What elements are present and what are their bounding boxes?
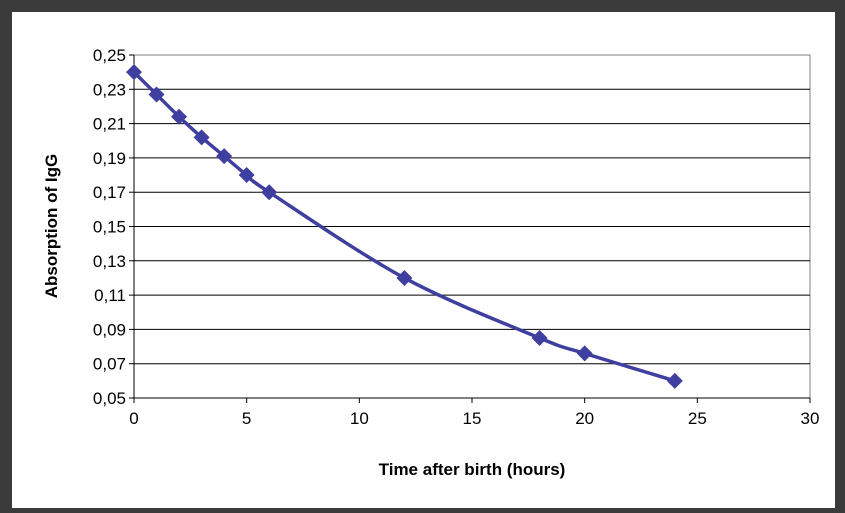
data-point-marker	[171, 108, 188, 125]
y-tick-label: 0,13	[93, 252, 126, 271]
data-point-marker	[666, 372, 683, 389]
x-tick-label: 30	[801, 409, 820, 428]
x-tick-label: 15	[463, 409, 482, 428]
x-tick-label: 25	[688, 409, 707, 428]
data-point-marker	[193, 129, 210, 146]
data-series	[126, 64, 683, 389]
y-tick-label: 0,15	[93, 218, 126, 237]
data-point-marker	[531, 329, 548, 346]
data-point-marker	[261, 184, 278, 201]
y-tick-label: 0,23	[93, 80, 126, 99]
data-point-marker	[148, 86, 165, 103]
line-chart: 0,05 0,07 0,09 0,11 0,13 0,15 0,17 0,19 0,21 0,23…	[42, 46, 820, 479]
x-tick-label: 20	[575, 409, 594, 428]
y-axis-title: Absorption of IgG	[42, 154, 61, 298]
data-point-marker	[396, 269, 413, 286]
gridlines	[134, 88, 810, 365]
y-tick-label: 0,05	[93, 389, 126, 408]
data-point-marker	[126, 64, 142, 81]
x-axis-ticks: 0 5 10 15 20 25 30	[129, 397, 820, 428]
y-tick-label: 0,07	[93, 355, 126, 374]
y-tick-label: 0,19	[93, 149, 126, 168]
data-point-marker	[576, 345, 593, 362]
y-tick-label: 0,17	[93, 183, 126, 202]
x-tick-label: 0	[129, 409, 138, 428]
y-tick-label: 0,11	[94, 286, 126, 305]
y-axis-ticks: 0,05 0,07 0,09 0,11 0,13 0,15 0,17 0,19 0,21 0,23…	[93, 46, 135, 408]
y-tick-label: 0,09	[93, 320, 126, 339]
data-point-marker	[238, 167, 255, 184]
chart-panel: 0,05 0,07 0,09 0,11 0,13 0,15 0,17 0,19 0,21 0,23…	[12, 12, 835, 508]
y-tick-label: 0,21	[93, 115, 126, 134]
x-axis-title: Time after birth (hours)	[379, 460, 566, 479]
x-tick-label: 5	[242, 409, 251, 428]
x-tick-label: 10	[350, 409, 369, 428]
data-point-marker	[216, 148, 233, 165]
y-tick-label: 0,25	[93, 46, 126, 65]
